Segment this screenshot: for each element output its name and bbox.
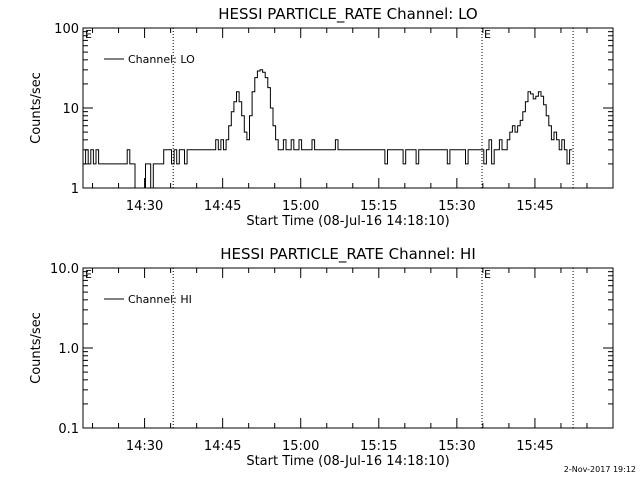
x-tick-label: 14:45 — [204, 439, 241, 454]
legend-label: Channel: HI — [128, 293, 192, 306]
event-marker-label: E — [484, 28, 491, 41]
x-tick-label: 15:45 — [516, 199, 553, 214]
y-tick-label: 0.1 — [58, 422, 79, 437]
x-tick-label: 15:00 — [282, 199, 319, 214]
y-tick-label: 1.0 — [58, 342, 79, 357]
chart-title: HESSI PARTICLE_RATE Channel: HI — [220, 245, 476, 264]
x-tick-label: 15:45 — [516, 439, 553, 454]
chart-title: HESSI PARTICLE_RATE Channel: LO — [218, 5, 477, 24]
x-tick-label: 15:00 — [282, 439, 319, 454]
x-axis-label: Start Time (08-Jul-16 14:18:10) — [246, 214, 449, 229]
x-tick-label: 14:30 — [126, 199, 163, 214]
x-tick-label: 15:15 — [360, 199, 397, 214]
y-tick-label: 1 — [71, 182, 79, 197]
legend-label: Channel: LO — [128, 53, 195, 66]
x-tick-label: 15:30 — [438, 199, 475, 214]
chart-panel-hi: HESSI PARTICLE_RATE Channel: HI 0.1 1.0 10.… — [29, 245, 614, 469]
series-line-channel-lo — [83, 69, 573, 189]
y-axis-label: Counts/sec — [29, 312, 44, 384]
x-tick-label: 15:15 — [360, 439, 397, 454]
y-axis-label: Counts/sec — [29, 72, 44, 144]
event-marker-label: E — [85, 268, 92, 281]
x-tick-label: 15:30 — [438, 439, 475, 454]
y-tick-label: 10 — [62, 102, 79, 117]
event-marker-label: E — [484, 268, 491, 281]
x-tick-label: 14:45 — [204, 199, 241, 214]
event-marker-label: E — [85, 28, 92, 41]
plot-frame — [82, 267, 614, 429]
y-tick-label: 100 — [54, 22, 79, 37]
y-tick-label: 10.0 — [50, 262, 79, 277]
chart-panel-lo: HESSI PARTICLE_RATE Channel: LO 1 10 100 Cou… — [29, 5, 614, 229]
x-tick-label: 14:30 — [126, 439, 163, 454]
footer-timestamp: 2-Nov-2017 19:12 — [564, 465, 636, 474]
x-axis-label: Start Time (08-Jul-16 14:18:10) — [246, 454, 449, 469]
